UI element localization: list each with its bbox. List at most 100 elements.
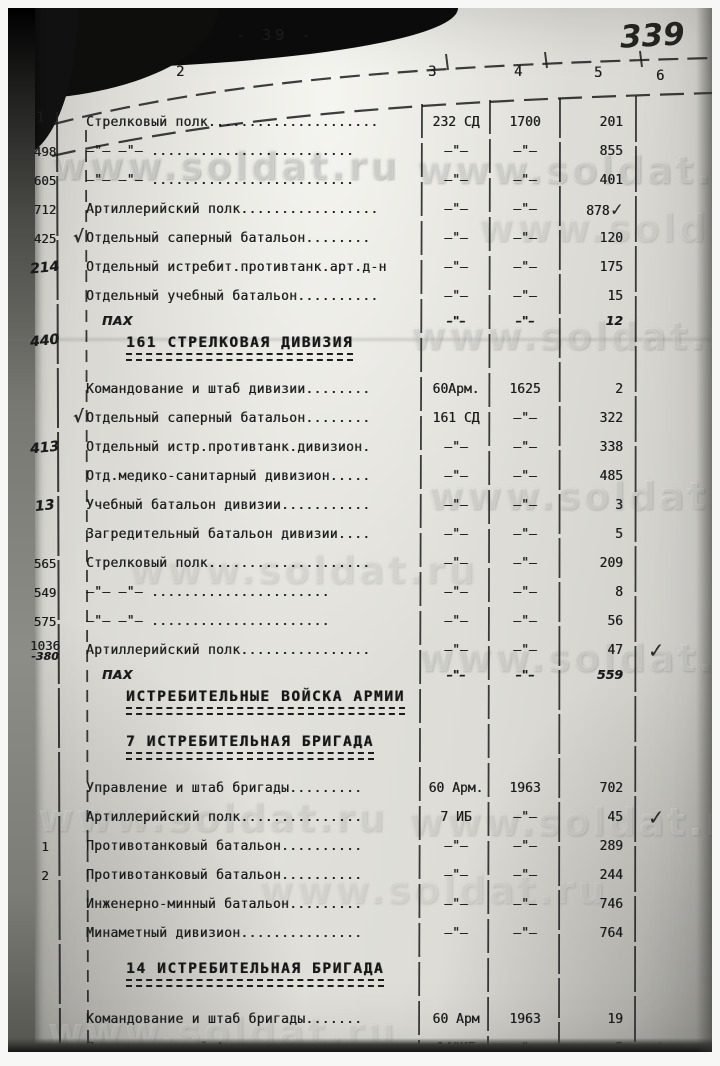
row-label-text: Отдельный саперный батальон........ bbox=[86, 411, 371, 426]
value-cell: 485 bbox=[560, 469, 636, 484]
row-label-text: Отдельный учебный батальон.......... bbox=[86, 289, 379, 304]
value-text: 855 bbox=[599, 144, 623, 159]
margin-number-handwritten: 440 bbox=[29, 331, 61, 351]
row-label-text: Инженерно-минный батальон......... bbox=[86, 897, 363, 912]
value-text: 8 bbox=[615, 585, 623, 600]
value-cell: 401 bbox=[560, 173, 636, 188]
value-text: 401 bbox=[599, 173, 623, 188]
value-text: 559 bbox=[596, 667, 623, 682]
unit-cell: –"– bbox=[444, 144, 468, 159]
row-label-text: –"– –"– ......................... bbox=[86, 173, 355, 188]
column-number-4: 4 bbox=[514, 64, 523, 80]
section-underline bbox=[126, 979, 385, 987]
ref-cell: –"– bbox=[513, 614, 537, 629]
row-label-text: –"– –"– ......................... bbox=[86, 144, 355, 159]
margin-number: 425 bbox=[18, 232, 72, 245]
value-cell: 878✓ bbox=[560, 199, 636, 220]
mark-cell bbox=[636, 926, 698, 941]
section-title-text: 7 ИСТРЕБИТЕЛЬНАЯ БРИГАДА bbox=[126, 734, 374, 750]
margin-number-value: 1036 bbox=[29, 637, 61, 653]
margin-number-value: 1 bbox=[41, 839, 49, 854]
ref-cell: –"– bbox=[515, 667, 535, 682]
row-label: Артиллерийский полк................ bbox=[86, 643, 422, 658]
unit-cell: –"– bbox=[444, 585, 468, 600]
value-cell: 764 bbox=[560, 926, 636, 941]
margin-number-value: 13 bbox=[34, 496, 56, 515]
value-cell: 56 bbox=[560, 614, 636, 629]
mark-cell bbox=[636, 527, 698, 542]
column-number-6: 6 bbox=[656, 68, 665, 84]
row-label-text: Стрелковый полк.................... bbox=[86, 556, 371, 571]
value-text: 702 bbox=[599, 781, 623, 796]
value-cell: 12 bbox=[560, 313, 636, 328]
value-cell: 559 bbox=[560, 667, 636, 682]
row-label-text: Артиллерийский полк................. bbox=[86, 202, 379, 217]
value-text: 878 bbox=[586, 204, 610, 219]
margin-number: 2 bbox=[18, 869, 72, 882]
value-cell: 8 bbox=[560, 585, 636, 600]
check-mark: ✓ bbox=[648, 805, 664, 830]
unit-cell: 60 Арм. bbox=[428, 781, 484, 796]
row-label: Минаметный дивизион............... bbox=[86, 926, 422, 941]
table-row: √ Отдельный саперный батальон........ 161… bbox=[8, 404, 712, 433]
ref-cell: 1625 bbox=[509, 382, 541, 397]
ref-cell: –"– bbox=[513, 231, 537, 246]
row-label: ПАХ bbox=[86, 313, 422, 328]
mark-cell bbox=[636, 556, 698, 571]
unit-cell: –"– bbox=[446, 313, 466, 328]
value-cell: 19 bbox=[560, 1012, 636, 1027]
value-cell: 15 bbox=[560, 289, 636, 304]
row-label: √ Отдельный саперный батальон........ bbox=[73, 226, 422, 247]
section-underline bbox=[126, 353, 354, 361]
mark-cell bbox=[636, 115, 698, 130]
row-label-text: –"– –"– ...................... bbox=[86, 585, 330, 600]
row-label-text: Минаметный дивизион............... bbox=[86, 926, 363, 941]
row-label: Командование и штаб бригады....... bbox=[86, 1012, 422, 1027]
section-header: ИСТРЕБИТЕЛЬНЫЕ ВОЙСКА АРМИИ bbox=[8, 684, 712, 729]
row-label: Стрелковый полк.................... bbox=[86, 556, 422, 571]
margin-number-value: 712 bbox=[33, 202, 57, 217]
value-cell: 209 bbox=[560, 556, 636, 571]
row-label-text: –"– –"– ...................... bbox=[86, 614, 330, 629]
mark-cell bbox=[636, 173, 698, 188]
ref-cell: –"– bbox=[513, 926, 537, 941]
mark-cell bbox=[636, 498, 698, 513]
value-text: 175 bbox=[599, 260, 623, 275]
check-mark: √ bbox=[73, 406, 84, 427]
ref-cell: –"– bbox=[513, 469, 537, 484]
page-number: - 39 - bbox=[236, 26, 315, 44]
mark-cell bbox=[636, 144, 698, 159]
unit-cell: –"– bbox=[444, 469, 468, 484]
mark-cell bbox=[636, 313, 698, 328]
table-row: Инженерно-минный батальон......... –"– –… bbox=[8, 890, 712, 919]
value-cell: 289 bbox=[560, 839, 636, 854]
row-label-text: Противотанковый Артиллер.полк..... bbox=[86, 1041, 363, 1052]
mark-cell: ✓ bbox=[636, 1036, 698, 1052]
value-text: 322 bbox=[599, 411, 623, 426]
margin-number: 413 bbox=[18, 438, 72, 457]
table-row: 575 –"– –"– ...................... –"– –… bbox=[8, 607, 712, 636]
row-label: Противотанковый батальон.......... bbox=[86, 839, 422, 854]
row-label: Отд.медико-санитарный дивизион..... bbox=[86, 469, 422, 484]
unit-cell: –"– bbox=[444, 498, 468, 513]
value-text: 19 bbox=[607, 1012, 623, 1027]
table-row: 214 Отдельный истребит.противтанк.арт.д-… bbox=[8, 253, 712, 282]
value-text: 45 bbox=[607, 810, 623, 825]
row-label: √ Отдельный саперный батальон........ bbox=[73, 406, 422, 427]
check-mark: √ bbox=[73, 226, 84, 247]
ref-cell: –"– bbox=[513, 1041, 537, 1052]
margin-number: 549 bbox=[18, 586, 72, 599]
row-label-text: Командование и штаб дивизии........ bbox=[86, 382, 371, 397]
row-label: –"– –"– ......................... bbox=[86, 173, 422, 188]
table-row: 425 √ Отдельный саперный батальон........… bbox=[8, 224, 712, 253]
row-label: Загредительный батальон дивизии.... bbox=[86, 527, 422, 542]
value-text: 201 bbox=[599, 115, 623, 130]
table-row: Управление и штаб бригады......... 60 Ар… bbox=[8, 774, 712, 803]
section-header: 440 161 СТРЕЛКОВАЯ ДИВИЗИЯ bbox=[8, 330, 712, 375]
margin-number: 712 bbox=[18, 202, 72, 217]
margin-number: 1 bbox=[18, 839, 72, 854]
margin-number-value: 498 bbox=[33, 144, 57, 159]
ref-cell: –"– bbox=[513, 585, 537, 600]
top-dark-band bbox=[8, 8, 458, 70]
section-title: 7 ИСТРЕБИТЕЛЬНАЯ БРИГАДА bbox=[86, 734, 422, 760]
